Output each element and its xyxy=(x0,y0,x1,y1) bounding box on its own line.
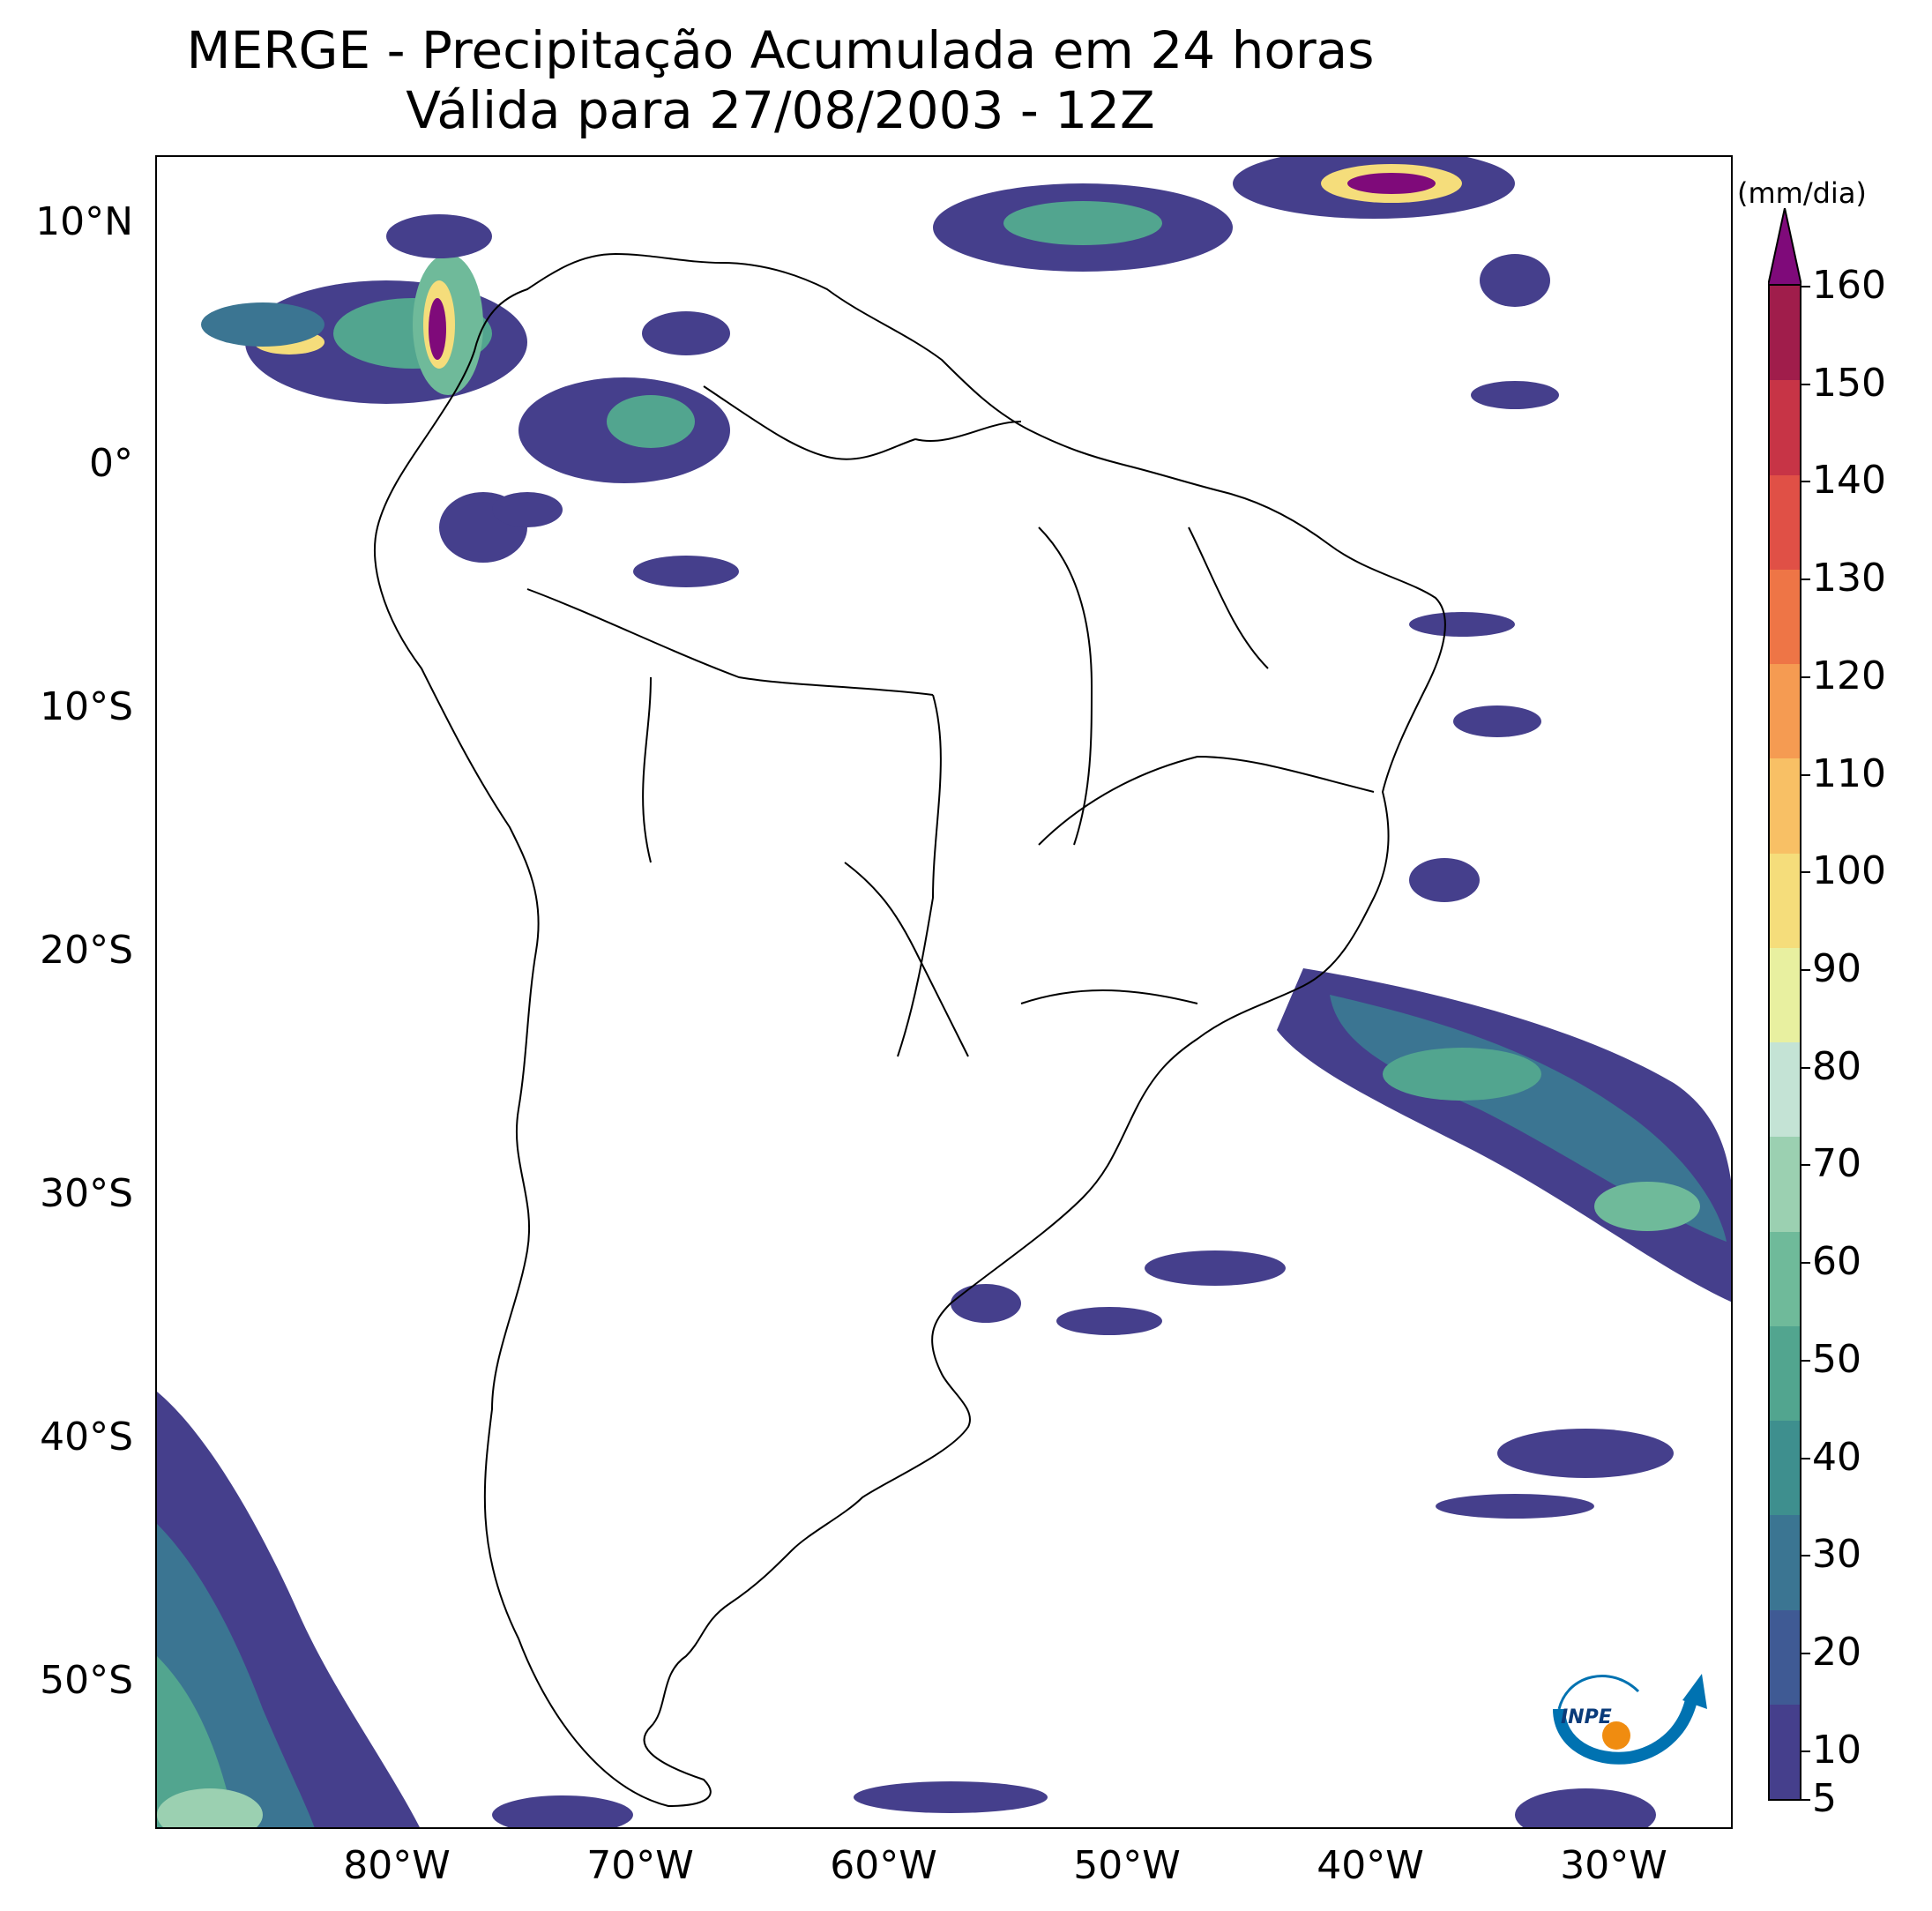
inpe-logo-text: INPE xyxy=(1561,1706,1612,1728)
colorbar-segment xyxy=(1770,1609,1800,1705)
colorbar-tick-mark xyxy=(1800,871,1810,874)
chart-title-line2: Válida para 27/08/2003 - 12Z xyxy=(406,80,1155,140)
lat-tick-30s: 30°S xyxy=(40,1171,133,1216)
colorbar-tick-mark xyxy=(1800,1750,1810,1752)
colorbar-tick-label: 100 xyxy=(1812,848,1886,894)
colorbar-tick-mark xyxy=(1800,1359,1810,1362)
lon-tick-70w: 70°W xyxy=(586,1843,694,1888)
colorbar-tick-mark xyxy=(1800,1555,1810,1557)
colorbar-segment xyxy=(1770,1042,1800,1138)
colorbar-tick-mark xyxy=(1800,676,1810,678)
colorbar-tick-mark xyxy=(1800,1457,1810,1459)
map-plot-area: INPE xyxy=(155,155,1733,1829)
colorbar-segment xyxy=(1770,853,1800,948)
colorbar-tick-mark xyxy=(1800,1652,1810,1654)
lat-tick-20s: 20°S xyxy=(40,928,133,973)
colorbar-tick-label: 70 xyxy=(1812,1141,1861,1187)
colorbar-tick-label: 130 xyxy=(1812,556,1886,601)
lat-tick-0: 0° xyxy=(89,441,133,486)
colorbar-segment xyxy=(1770,1231,1800,1326)
colorbar-tick-label: 120 xyxy=(1812,653,1886,698)
colorbar-tick-label: 60 xyxy=(1812,1239,1861,1285)
lon-tick-60w: 60°W xyxy=(830,1843,937,1888)
lat-tick-50s: 50°S xyxy=(40,1658,133,1703)
colorbar-segment xyxy=(1770,758,1800,854)
colorbar-tick-mark xyxy=(1800,481,1810,483)
colorbar-tick-label: 50 xyxy=(1812,1336,1861,1382)
lon-tick-80w: 80°W xyxy=(343,1843,451,1888)
colorbar-segment xyxy=(1770,380,1800,475)
colorbar-tick-mark xyxy=(1800,1066,1810,1069)
colorbar-tick-mark xyxy=(1800,286,1810,287)
colorbar xyxy=(1768,284,1801,1801)
colorbar-tick-label: 40 xyxy=(1812,1434,1861,1480)
colorbar-segment xyxy=(1770,1325,1800,1421)
lat-tick-40s: 40°S xyxy=(40,1415,133,1459)
colorbar-segment xyxy=(1770,1704,1800,1799)
colorbar-segment xyxy=(1770,1515,1800,1610)
colorbar-tick-label: 10 xyxy=(1812,1727,1861,1773)
colorbar-segment xyxy=(1770,569,1800,664)
lon-tick-50w: 50°W xyxy=(1073,1843,1181,1888)
precipitation-fields xyxy=(157,157,1731,1827)
colorbar-tick-label: 5 xyxy=(1812,1776,1837,1821)
colorbar-tick-mark xyxy=(1800,1262,1810,1265)
colorbar-tick-label: 160 xyxy=(1812,263,1886,308)
lat-tick-10s: 10°S xyxy=(40,684,133,729)
lon-tick-40w: 40°W xyxy=(1317,1843,1424,1888)
colorbar-extend-arrow xyxy=(1768,208,1801,286)
colorbar-segment xyxy=(1770,1137,1800,1232)
colorbar-segment xyxy=(1770,947,1800,1042)
colorbar-tick-label: 150 xyxy=(1812,360,1886,406)
colorbar-tick-label: 20 xyxy=(1812,1629,1861,1675)
colorbar-tick-mark xyxy=(1800,383,1810,385)
colorbar-tick-label: 30 xyxy=(1812,1532,1861,1578)
colorbar-segment xyxy=(1770,664,1800,759)
colorbar-tick-mark xyxy=(1800,968,1810,971)
colorbar-tick-mark xyxy=(1800,773,1810,776)
inpe-logo xyxy=(1553,1674,1707,1765)
chart-title-line1: MERGE - Precipitação Acumulada em 24 hor… xyxy=(186,20,1375,80)
colorbar-tick-mark xyxy=(1800,579,1810,581)
colorbar-tick-mark xyxy=(1800,1799,1810,1801)
colorbar-unit: (mm/dia) xyxy=(1737,176,1867,210)
colorbar-segment xyxy=(1770,286,1800,381)
colorbar-tick-label: 110 xyxy=(1812,750,1886,796)
colorbar-tick-mark xyxy=(1800,1164,1810,1167)
colorbar-tick-label: 90 xyxy=(1812,945,1861,991)
colorbar-segment xyxy=(1770,474,1800,570)
precipitation-map xyxy=(157,157,1731,1827)
coastline-outline xyxy=(374,252,1446,1808)
lon-tick-30w: 30°W xyxy=(1560,1843,1667,1888)
colorbar-tick-label: 140 xyxy=(1812,458,1886,504)
colorbar-tick-label: 80 xyxy=(1812,1043,1861,1089)
lat-tick-10n: 10°N xyxy=(35,199,133,244)
colorbar-segment xyxy=(1770,1421,1800,1516)
